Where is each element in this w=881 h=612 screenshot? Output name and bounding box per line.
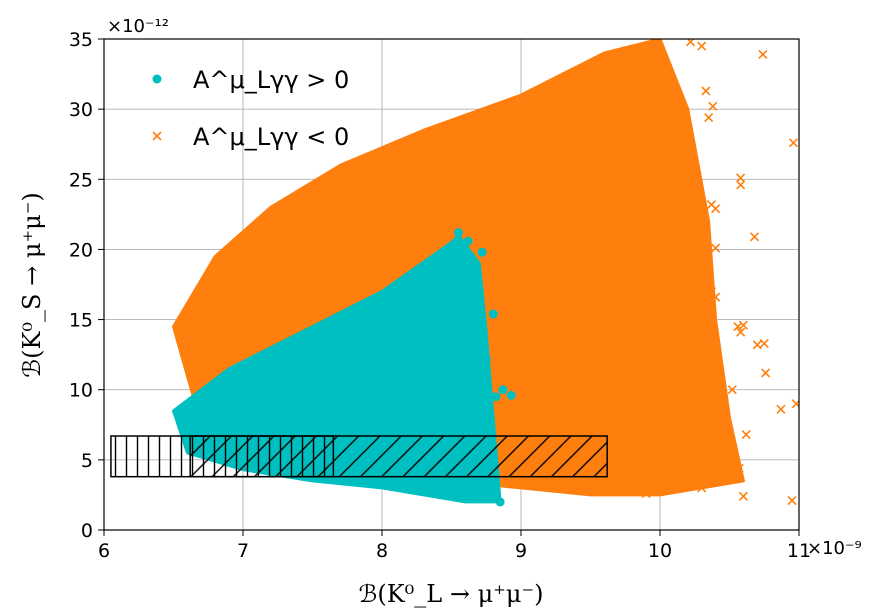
legend: A^μ_Lγγ > 0 A^μ_Lγγ < 0 bbox=[152, 66, 349, 151]
legend-label-negative: A^μ_Lγγ < 0 bbox=[193, 123, 349, 151]
legend-label-positive: A^μ_Lγγ > 0 bbox=[193, 66, 349, 94]
negative-point bbox=[736, 173, 746, 183]
positive-point bbox=[472, 411, 482, 421]
axis-ticks: 6 7 8 9 10 11 0 5 10 15 20 25 30 35 bbox=[69, 29, 811, 562]
y-tick-label: 30 bbox=[69, 99, 93, 121]
negative-point bbox=[738, 491, 748, 501]
positive-point bbox=[495, 497, 505, 507]
negative-point bbox=[787, 495, 797, 506]
positive-point bbox=[465, 271, 475, 281]
x-offset-label: ×10⁻⁹ bbox=[807, 538, 862, 559]
y-tick-label: 15 bbox=[69, 310, 93, 332]
positive-point bbox=[485, 420, 495, 430]
negative-point bbox=[788, 138, 799, 148]
negative-point bbox=[697, 483, 707, 493]
negative-point bbox=[717, 472, 728, 482]
x-tick-label: 11 bbox=[787, 540, 811, 562]
y-axis-title: ℬ(K⁰_S → μ⁺μ⁻) bbox=[18, 192, 46, 377]
negative-point bbox=[711, 204, 721, 214]
x-tick-label: 6 bbox=[98, 540, 110, 562]
negative-point bbox=[741, 430, 751, 440]
negative-point bbox=[727, 385, 737, 395]
negative-point bbox=[776, 404, 786, 414]
negative-point bbox=[752, 340, 762, 350]
x-tick-label: 9 bbox=[515, 540, 527, 562]
plot-frame bbox=[103, 38, 800, 531]
positive-point bbox=[453, 228, 463, 238]
negative-point bbox=[734, 463, 744, 473]
positive-point bbox=[477, 247, 487, 257]
positive-point bbox=[478, 373, 488, 383]
positive-point bbox=[481, 354, 491, 364]
x-tick-label: 8 bbox=[376, 540, 388, 562]
y-tick-label: 5 bbox=[81, 450, 93, 472]
negative-point bbox=[758, 49, 768, 59]
positive-point bbox=[474, 284, 484, 294]
positive-point bbox=[506, 390, 516, 400]
negative-point bbox=[706, 286, 716, 297]
negative-point bbox=[711, 292, 721, 302]
y-offset-label: ×10⁻¹² bbox=[107, 16, 169, 37]
y-tick-label: 20 bbox=[69, 239, 93, 261]
negative-point bbox=[704, 112, 714, 123]
negative-point bbox=[711, 243, 721, 253]
positive-point bbox=[491, 392, 501, 402]
negative-point bbox=[749, 232, 760, 242]
positive-point bbox=[472, 336, 482, 346]
x-axis-title: ℬ(K⁰_L → μ⁺μ⁻) bbox=[359, 580, 544, 608]
positive-point bbox=[488, 309, 498, 319]
negative-point bbox=[697, 41, 707, 51]
y-tick-label: 25 bbox=[69, 169, 93, 191]
legend-marker-positive bbox=[152, 74, 162, 84]
negative-point bbox=[708, 477, 718, 487]
negative-point bbox=[641, 488, 651, 499]
negative-point bbox=[761, 368, 771, 378]
legend-marker-negative bbox=[152, 131, 162, 141]
diagonal-hatched-region bbox=[189, 435, 608, 478]
positive-point bbox=[463, 236, 473, 246]
negative-point bbox=[724, 463, 735, 473]
negative-point bbox=[738, 320, 748, 330]
y-tick-label: 0 bbox=[81, 520, 93, 542]
negative-point bbox=[736, 180, 746, 190]
positive-point bbox=[477, 489, 487, 499]
y-tick-label: 35 bbox=[69, 29, 93, 51]
negative-point bbox=[724, 435, 735, 445]
y-tick-label: 10 bbox=[69, 380, 93, 402]
x-tick-label: 10 bbox=[648, 540, 672, 562]
negative-point bbox=[733, 322, 743, 332]
negative-point bbox=[701, 86, 711, 96]
negative-point bbox=[708, 101, 718, 111]
positive-point bbox=[440, 490, 450, 500]
positive-point bbox=[470, 306, 480, 316]
x-tick-label: 7 bbox=[237, 540, 249, 562]
negative-point bbox=[736, 327, 746, 337]
negative-point bbox=[759, 338, 769, 348]
positive-point bbox=[498, 385, 508, 395]
excluded-regions bbox=[110, 435, 608, 478]
